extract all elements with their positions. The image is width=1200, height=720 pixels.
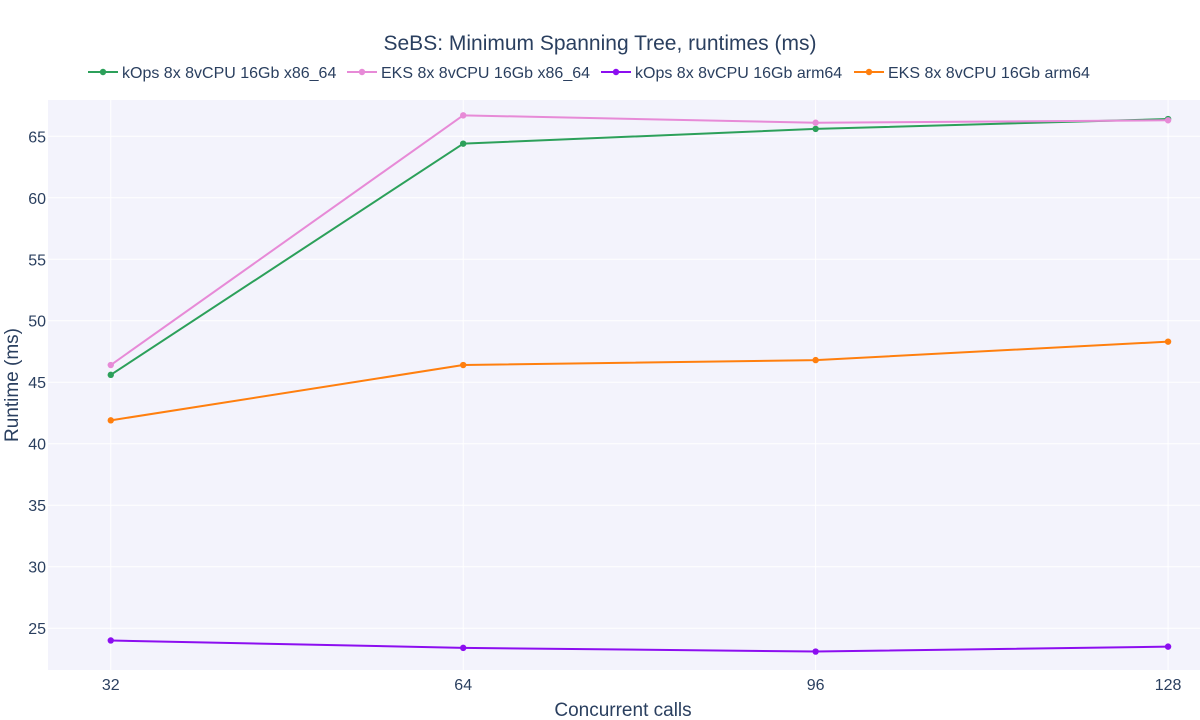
data-point (107, 361, 114, 369)
legend-item-2: EKS 8x 8vCPU 16Gb x86_64 (347, 65, 590, 82)
y-tick-label: 35 (28, 498, 46, 515)
legend-label: kOps 8x 8vCPU 16Gb arm64 (635, 65, 842, 82)
chart-title: SeBS: Minimum Spanning Tree, runtimes (m… (384, 32, 817, 55)
data-point (460, 361, 467, 369)
legend-item-3: kOps 8x 8vCPU 16Gb arm64 (601, 65, 842, 82)
series-layer (107, 112, 1172, 655)
series-2 (107, 112, 1172, 369)
y-axis-title: Runtime (ms) (2, 328, 23, 442)
x-axis-ticks: 32 64 96 128 (102, 677, 1182, 694)
y-tick-label: 55 (28, 252, 46, 269)
plot-area (48, 100, 1200, 670)
legend-marker (865, 68, 873, 76)
y-tick-label: 60 (28, 191, 46, 208)
x-tick-label: 32 (102, 677, 120, 694)
legend-item-4: EKS 8x 8vCPU 16Gb arm64 (854, 65, 1090, 82)
series-line (110, 639, 1169, 653)
x-tick-label: 64 (454, 677, 472, 694)
y-tick-label: 65 (28, 129, 46, 146)
data-point (812, 356, 819, 364)
legend-marker (612, 68, 620, 76)
y-tick-label: 25 (28, 621, 46, 638)
data-point (1164, 338, 1172, 345)
legend-label: EKS 8x 8vCPU 16Gb x86_64 (381, 65, 590, 82)
x-tick-label: 96 (807, 677, 825, 694)
series-4 (107, 338, 1172, 424)
y-tick-label: 45 (28, 375, 46, 392)
y-tick-label: 50 (28, 314, 46, 331)
legend-item-1: kOps 8x 8vCPU 16Gb x86_64 (88, 65, 336, 82)
x-axis-title: Concurrent calls (554, 700, 691, 720)
series-line (110, 114, 1169, 366)
data-point (107, 371, 114, 379)
legend-marker (358, 68, 366, 76)
legend-marker (99, 68, 107, 76)
data-point (460, 140, 467, 147)
data-point (460, 112, 467, 119)
y-tick-label: 30 (28, 560, 46, 577)
x-tick-label: 128 (1155, 677, 1182, 694)
series-line (110, 340, 1169, 422)
data-point (812, 119, 819, 126)
series-line (110, 118, 1169, 376)
data-point (107, 417, 114, 424)
data-point (1164, 643, 1172, 650)
data-point (812, 648, 819, 655)
data-point (460, 644, 467, 652)
legend-label: EKS 8x 8vCPU 16Gb arm64 (888, 65, 1090, 82)
legend-label: kOps 8x 8vCPU 16Gb x86_64 (122, 65, 336, 82)
data-point (812, 125, 819, 133)
y-axis-ticks: 25 30 35 40 45 50 55 60 65 (28, 129, 46, 638)
data-point (107, 637, 114, 644)
data-point (1164, 117, 1172, 124)
series-3 (107, 637, 1172, 655)
y-tick-label: 40 (28, 437, 46, 454)
legend: kOps 8x 8vCPU 16Gb x86_64 EKS 8x 8vCPU 16… (88, 65, 1090, 82)
